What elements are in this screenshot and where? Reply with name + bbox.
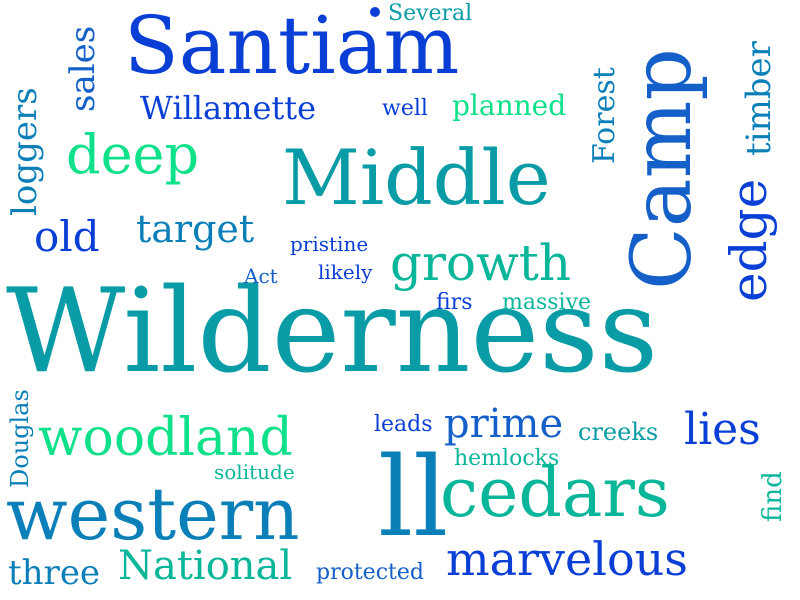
word-wilderness: Wilderness — [6, 264, 659, 399]
word-several: Several — [388, 1, 473, 26]
word-camp: Camp — [615, 48, 710, 290]
word-growth: growth — [390, 234, 572, 292]
word-edge: edge — [720, 178, 778, 302]
dot-marker — [370, 7, 380, 17]
word-middle: Middle — [282, 133, 551, 222]
word-likely: likely — [318, 260, 373, 284]
word-cedars: cedars — [440, 454, 670, 533]
word-find: find — [758, 471, 788, 522]
word-creeks: creeks — [578, 418, 659, 446]
word-forest: Forest — [587, 67, 622, 164]
word-pristine: pristine — [290, 232, 369, 256]
word-old: old — [34, 212, 100, 261]
word-solitude: solitude — [214, 460, 295, 484]
word-prime: prime — [444, 401, 564, 447]
word-loggers: loggers — [5, 87, 45, 216]
word-marvelous: marvelous — [446, 532, 688, 586]
word-well: well — [382, 96, 428, 121]
word-ll: ll — [378, 433, 449, 561]
word-massive: massive — [502, 290, 592, 315]
word-target: target — [136, 207, 255, 251]
word-firs: firs — [436, 290, 473, 315]
word-planned: planned — [452, 89, 567, 122]
word-santiam: Santiam — [124, 0, 460, 92]
word-willamette: Willamette — [140, 89, 317, 127]
word-woodland: woodland — [38, 408, 293, 468]
word-act: Act — [244, 264, 278, 288]
word-lies: lies — [684, 404, 761, 455]
word-hemlocks: hemlocks — [454, 446, 560, 471]
word-douglas: Douglas — [6, 389, 34, 488]
word-timber: timber — [739, 41, 779, 156]
word-sales: sales — [63, 25, 103, 112]
word-western: western — [6, 472, 300, 556]
word-leads: leads — [374, 412, 433, 437]
word-protected: protected — [316, 560, 424, 585]
word-national: National — [118, 543, 293, 589]
word-three: three — [8, 553, 101, 593]
word-deep: deep — [66, 123, 200, 186]
